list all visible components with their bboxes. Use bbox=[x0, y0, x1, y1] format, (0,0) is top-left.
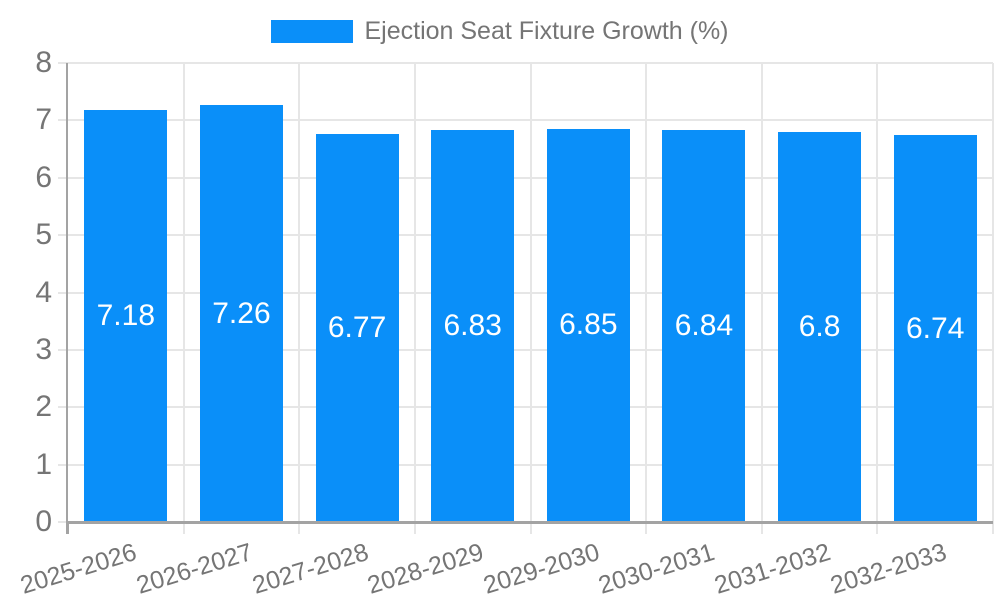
x-axis-line bbox=[66, 521, 993, 524]
bar-value-label: 6.77 bbox=[327, 310, 387, 344]
legend-item[interactable]: Ejection Seat Fixture Growth (%) bbox=[271, 17, 729, 45]
bar[interactable] bbox=[315, 133, 399, 522]
bar[interactable] bbox=[431, 130, 515, 522]
y-tick bbox=[58, 291, 68, 294]
x-tick-label: 2031-2032 bbox=[711, 538, 834, 600]
y-tick bbox=[58, 521, 68, 523]
v-gridline bbox=[182, 63, 185, 522]
y-tick bbox=[58, 119, 68, 122]
bar[interactable] bbox=[199, 105, 283, 522]
bar-value-label: 7.26 bbox=[212, 296, 271, 330]
x-tick bbox=[645, 522, 648, 534]
y-tick-label: 5 bbox=[35, 218, 52, 252]
y-tick-label: 7 bbox=[35, 103, 52, 137]
x-tick bbox=[876, 522, 879, 534]
x-tick-label: 2025-2026 bbox=[17, 538, 140, 600]
bar[interactable] bbox=[662, 129, 746, 522]
legend-label: Ejection Seat Fixture Growth (%) bbox=[364, 17, 729, 45]
legend-swatch-icon bbox=[271, 20, 354, 43]
x-tick-label: 2028-2029 bbox=[364, 538, 487, 600]
x-tick bbox=[67, 522, 69, 534]
x-tick bbox=[298, 522, 301, 534]
x-tick-label: 2026-2027 bbox=[133, 538, 256, 600]
y-tick-label: 8 bbox=[35, 46, 52, 79]
y-tick bbox=[58, 234, 68, 237]
y-tick-label: 6 bbox=[35, 160, 52, 194]
bar[interactable] bbox=[893, 135, 977, 522]
y-tick bbox=[58, 62, 68, 64]
v-gridline bbox=[529, 63, 532, 522]
v-gridline bbox=[298, 63, 301, 522]
x-tick bbox=[529, 522, 532, 534]
x-tick bbox=[413, 522, 416, 534]
y-tick-label: 3 bbox=[35, 332, 52, 366]
bar-value-label: 7.18 bbox=[96, 299, 155, 333]
bar-value-label: 6.74 bbox=[905, 311, 965, 345]
v-gridline bbox=[413, 63, 416, 522]
bar[interactable] bbox=[546, 128, 630, 522]
y-tick bbox=[58, 348, 68, 351]
chart-legend: Ejection Seat Fixture Growth (%) bbox=[0, 18, 1000, 45]
y-tick bbox=[58, 463, 68, 466]
v-gridline bbox=[876, 63, 879, 522]
v-gridline bbox=[645, 63, 648, 522]
y-tick-label: 1 bbox=[35, 447, 52, 481]
bar-value-label: 6.83 bbox=[443, 309, 502, 343]
x-tick bbox=[992, 522, 994, 534]
y-axis-line bbox=[66, 63, 68, 534]
v-gridline bbox=[760, 63, 763, 522]
x-tick-label: 2032-2033 bbox=[826, 538, 950, 600]
bar-value-label: 6.85 bbox=[559, 308, 618, 342]
x-tick bbox=[182, 522, 185, 534]
y-tick-label: 4 bbox=[35, 275, 52, 309]
v-gridline bbox=[992, 63, 994, 522]
y-tick bbox=[58, 176, 68, 179]
bar[interactable] bbox=[84, 110, 168, 522]
x-tick-label: 2027-2028 bbox=[248, 538, 372, 600]
x-tick-label: 2029-2030 bbox=[479, 538, 603, 600]
y-tick-label: 2 bbox=[35, 390, 52, 424]
y-tick-label: 0 bbox=[35, 505, 52, 538]
x-tick-label: 2030-2031 bbox=[595, 538, 719, 600]
x-tick bbox=[760, 522, 763, 534]
bar[interactable] bbox=[778, 131, 862, 522]
bar-value-label: 6.84 bbox=[674, 308, 734, 342]
y-tick bbox=[58, 406, 68, 409]
bar-value-label: 6.8 bbox=[798, 309, 841, 343]
